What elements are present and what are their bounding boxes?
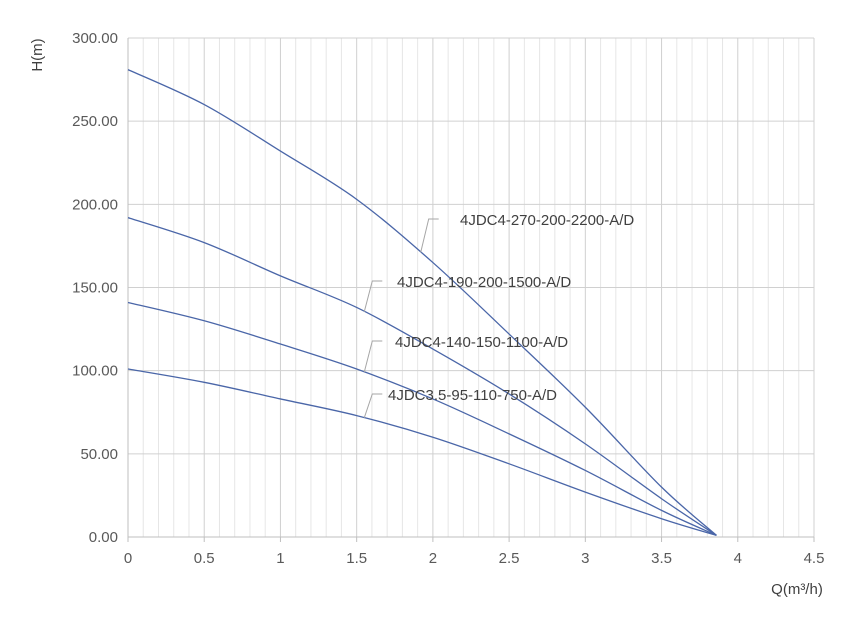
x-tick-label: 3: [581, 550, 589, 567]
x-tick-label: 1: [276, 550, 284, 567]
series-line-2: [127, 217, 717, 536]
x-tick-label: 4: [734, 550, 742, 567]
major-gridlines: [128, 37, 815, 537]
annotation-label: 4JDC4-270-200-2200-A/D: [460, 212, 634, 229]
annotation-leader-line: [363, 393, 383, 418]
annotations: 4JDC4-270-200-2200-A/D 4JDC4-190-200-1500…: [363, 212, 634, 418]
y-tick-label: 100.00: [72, 363, 118, 380]
annotation-label: 4JDC4-190-200-1500-A/D: [397, 274, 571, 291]
annotation-leader-line: [420, 218, 439, 253]
series-line-3: [127, 301, 717, 536]
x-tick-label: 0.5: [194, 550, 215, 567]
x-tick-label: 2.5: [499, 550, 520, 567]
y-tick-label: 0.00: [89, 529, 118, 546]
x-tick-label: 3.5: [651, 550, 672, 567]
y-tick-label: 150.00: [72, 280, 118, 297]
x-tick-label: 0: [124, 550, 132, 567]
y-tick-label: 250.00: [72, 113, 118, 130]
axes: [127, 38, 815, 542]
annotation-leader-line: [363, 280, 383, 312]
y-tick-label: 300.00: [72, 30, 118, 47]
x-tick-label: 4.5: [804, 550, 825, 567]
y-axis-title: H(m): [29, 38, 46, 71]
x-axis-title: Q(m³/h): [771, 581, 823, 598]
x-tick-label: 2: [429, 550, 437, 567]
y-tick-label: 200.00: [72, 196, 118, 213]
tick-labels: 0 0.5 1 1.5 2 2.5 3 3.5 4 4.5 0.00 50.00 100.00 150.0…: [72, 30, 824, 567]
annotation-leader-line: [363, 340, 383, 373]
series-line-1: [127, 69, 717, 536]
y-tick-label: 50.00: [80, 446, 118, 463]
annotation-label: 4JDC4-140-150-1100-A/D: [395, 334, 568, 351]
series-line-4: [127, 368, 717, 536]
x-tick-label: 1.5: [346, 550, 367, 567]
annotation-label: 4JDC3.5-95-110-750-A/D: [388, 387, 557, 404]
series-lines: [127, 69, 717, 536]
